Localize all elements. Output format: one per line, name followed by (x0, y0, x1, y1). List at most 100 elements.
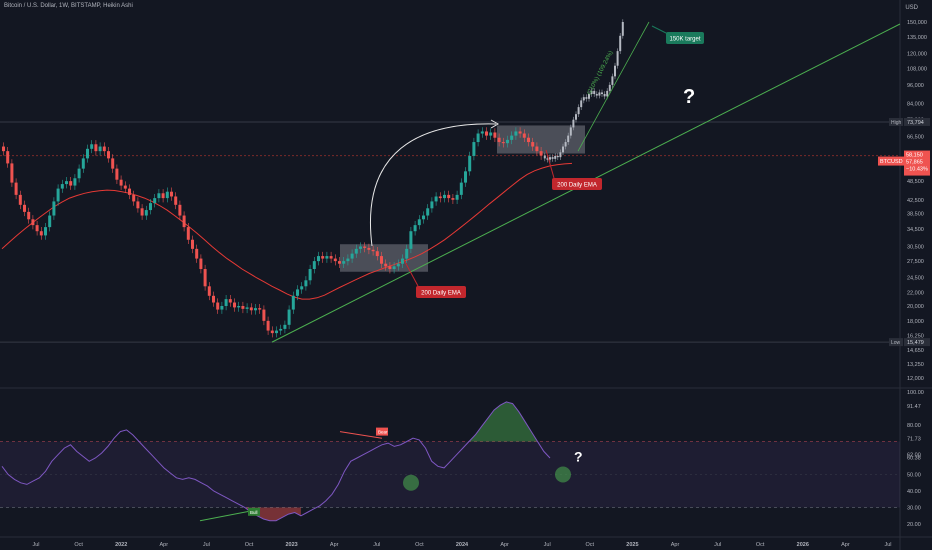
candle (329, 256, 333, 259)
price-tick-label: 42,500 (907, 198, 924, 204)
candle (396, 263, 400, 267)
candle (39, 231, 43, 236)
candle (48, 215, 52, 228)
projection-candle (593, 90, 596, 95)
last-price: 58,150 (906, 153, 923, 159)
candle (258, 308, 262, 310)
price-tick-label: 38,500 (907, 212, 924, 218)
rsi-overbought-fill (456, 401, 550, 442)
candle (228, 299, 232, 303)
candle (65, 181, 68, 185)
candle (535, 146, 539, 152)
price-tick-label: 135,000 (907, 35, 927, 41)
candle (44, 227, 47, 236)
bull-badge (248, 507, 260, 516)
measure-line (577, 21, 650, 152)
candle (384, 263, 388, 267)
high-text: High (891, 120, 902, 126)
projection-candle (567, 135, 570, 143)
projection-candle (619, 35, 622, 52)
time-tick-label: Apr (160, 542, 169, 548)
candle (52, 201, 56, 216)
candle (283, 324, 287, 329)
bear-text: Bear (378, 430, 388, 435)
candle (308, 269, 312, 281)
candle (300, 286, 304, 290)
ema-pointer-2023 (403, 259, 419, 287)
candle (128, 188, 131, 195)
time-tick-label: Apr (500, 542, 509, 548)
projection-candle (590, 90, 593, 95)
candle (455, 194, 459, 200)
price-tick-label: 34,500 (907, 227, 924, 233)
ticker-badge (878, 156, 904, 166)
candle (224, 299, 228, 306)
projection-candle (616, 51, 619, 66)
bull-divergence-line (199, 510, 253, 522)
projection-candle (585, 97, 588, 99)
candle (296, 289, 299, 296)
candle (354, 248, 358, 254)
rsi-tick-label: 40.00 (907, 489, 921, 495)
price-tick-label: 84,000 (907, 102, 924, 108)
time-tick-label: Jul (203, 542, 210, 548)
target-label: 150K target (669, 37, 700, 43)
time-tick-label: Jul (32, 542, 39, 548)
candle (23, 204, 26, 212)
candle (480, 131, 484, 134)
time-tick-label: Apr (841, 542, 850, 548)
candle (216, 302, 220, 310)
candle (346, 258, 350, 262)
candle (199, 258, 203, 270)
candle (102, 146, 106, 152)
rsi-tick-label: 91.47 (907, 404, 921, 410)
candle (94, 144, 98, 152)
candle (161, 193, 165, 199)
candle (140, 208, 144, 216)
price-tick-label: 27,500 (907, 259, 924, 265)
projection-candle (603, 94, 606, 97)
candle (375, 251, 379, 257)
candle (506, 139, 509, 144)
candle (144, 210, 148, 216)
candle (426, 208, 430, 216)
rsi-tick-label: 80.00 (907, 423, 921, 429)
projection-candle (608, 84, 611, 91)
candle (338, 261, 341, 264)
price-tick-label: 14,650 (907, 348, 924, 354)
projection-candle (559, 152, 562, 158)
rsi-tick-label: 20.00 (907, 522, 921, 528)
price-tick-label: 66,500 (907, 135, 924, 141)
candle (212, 295, 215, 303)
projection-candle (582, 97, 585, 101)
candle (123, 185, 127, 189)
time-tick-label: 2022 (115, 542, 127, 548)
candle (174, 196, 178, 205)
candle (405, 248, 409, 259)
candle (434, 196, 438, 202)
candle (111, 158, 115, 169)
time-tick-label: Apr (330, 542, 339, 548)
projection-candle (575, 114, 577, 120)
candle (413, 225, 417, 232)
price-tick-label: 13,250 (907, 362, 924, 368)
candle (522, 133, 526, 138)
ema-label-2023: 200 Daily EMA (421, 291, 461, 297)
projection-candle (543, 155, 546, 159)
price-tick-label: 150,000 (907, 20, 927, 26)
high-badge (889, 117, 903, 126)
time-tick-label: 2026 (797, 542, 809, 548)
candle (367, 247, 371, 250)
ema-label-2023-bg (416, 286, 466, 298)
time-tick-label: Jul (373, 542, 380, 548)
candle (56, 188, 60, 202)
high-value-bg (904, 117, 930, 126)
candle (539, 151, 543, 156)
candle (287, 309, 291, 325)
last-change: 57,865 (906, 160, 923, 166)
candle (249, 307, 253, 311)
projection-candle (598, 92, 601, 96)
candle (170, 191, 173, 197)
candle (241, 305, 245, 309)
